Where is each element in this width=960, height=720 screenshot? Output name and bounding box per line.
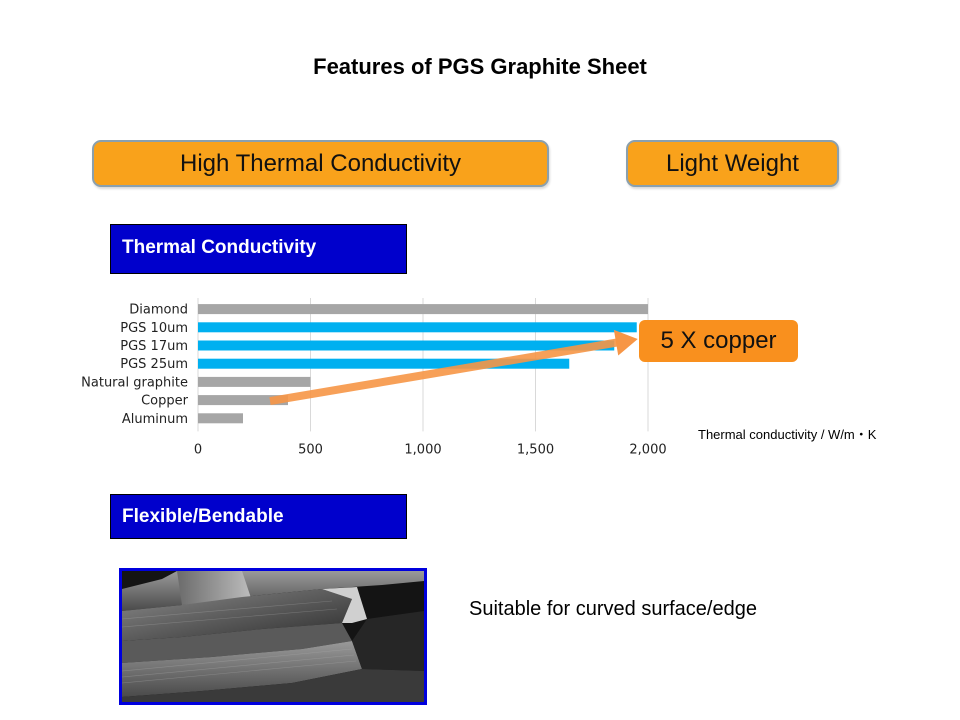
x-tick-label: 500 — [298, 442, 323, 457]
category-label: Natural graphite — [81, 375, 188, 390]
five-x-copper-callout: 5 X copper — [639, 320, 798, 362]
bent-sheet-photo-image — [122, 571, 424, 702]
thermal-conductivity-chart: Diamond PGS 10um PGS 17um PGS 25um Natural g… — [81, 298, 667, 457]
bar-pgs-17um — [198, 340, 615, 351]
category-label: Aluminum — [122, 412, 188, 427]
x-tick-label: 0 — [194, 442, 202, 457]
bar-pgs-25um — [198, 358, 570, 369]
category-label: Diamond — [129, 303, 188, 318]
bar-pgs-10um — [198, 322, 637, 333]
light-weight-label: Light Weight — [626, 140, 839, 187]
category-label: PGS 17um — [120, 339, 188, 354]
x-tick-label: 1,000 — [404, 442, 441, 457]
slide-title: Features of PGS Graphite Sheet — [313, 54, 647, 79]
x-tick-label: 1,500 — [517, 442, 554, 457]
flexible-bendable-heading: Flexible/Bendable — [110, 494, 407, 539]
bar-copper — [198, 395, 288, 406]
x-axis-units-label: Thermal conductivity / W/m・K — [698, 427, 877, 442]
bar-aluminum — [198, 413, 243, 424]
category-label: PGS 25um — [120, 357, 188, 372]
comparison-arrow — [269, 338, 621, 406]
comparison-arrow-head — [613, 329, 638, 356]
high-thermal-conductivity-label: High Thermal Conductivity — [92, 140, 549, 187]
x-tick-label: 2,000 — [629, 442, 666, 457]
category-label: Copper — [141, 394, 189, 409]
bent-sheet-photo — [119, 568, 427, 705]
thermal-conductivity-heading: Thermal Conductivity — [110, 224, 407, 274]
bar-natural-graphite — [198, 376, 311, 387]
bar-diamond — [198, 304, 648, 315]
category-label: PGS 10um — [120, 321, 188, 336]
photo-caption: Suitable for curved surface/edge — [469, 598, 757, 620]
